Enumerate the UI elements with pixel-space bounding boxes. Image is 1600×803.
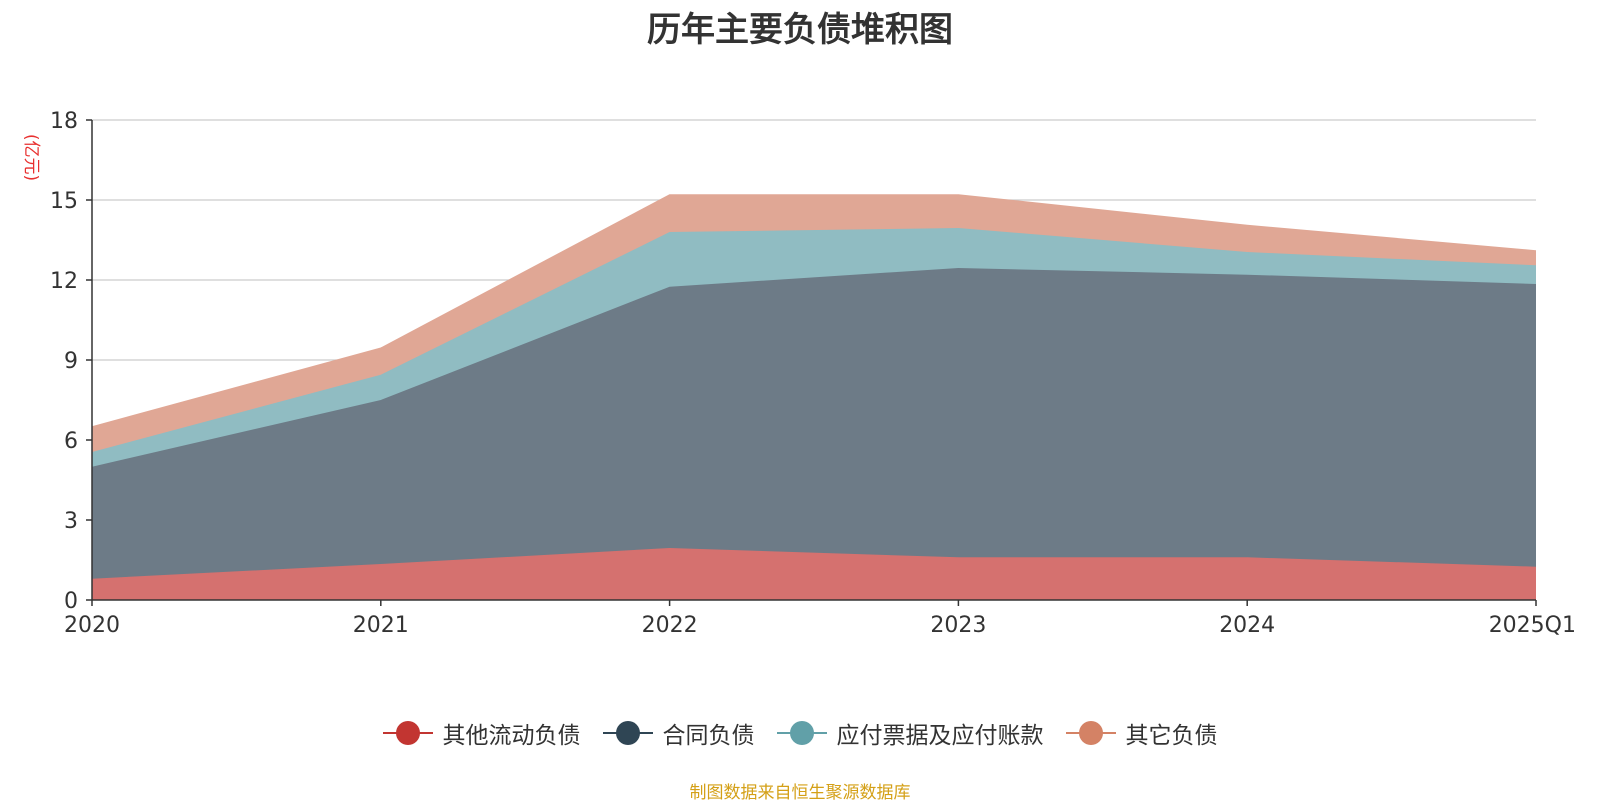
legend-marker-icon xyxy=(1065,721,1116,745)
axis-layer: 0 3 6 9 12 15 18 2020 2021 2022 2023 2024 2025Q1 xyxy=(50,109,1576,638)
legend-marker-icon xyxy=(602,721,653,745)
source-note: 制图数据来自恒生聚源数据库 xyxy=(689,783,911,803)
x-tick-label-2: 2022 xyxy=(642,613,698,638)
y-tick-label-6: 18 xyxy=(50,109,78,134)
legend-item-2[interactable]: 应付票据及应付账款 xyxy=(776,716,1044,750)
area-series-2 xyxy=(92,228,1536,467)
legend-label: 其它负债 xyxy=(1125,723,1218,749)
x-tick-label-4: 2024 xyxy=(1219,613,1275,638)
legend-label: 合同负债 xyxy=(662,723,755,749)
stacked-area-chart: 0 3 6 9 12 15 18 2020 2021 2022 2023 2024 2025Q1 xyxy=(50,109,1576,638)
y-tick-label-1: 3 xyxy=(64,509,78,534)
area-series-1 xyxy=(92,268,1536,579)
legend-marker-icon xyxy=(776,721,827,745)
x-tick-label-0: 2020 xyxy=(64,613,120,638)
legend: 其他流动负债 合同负债 应付票据及应付账款 其它负债 xyxy=(0,716,1600,750)
legend-item-3[interactable]: 其它负债 xyxy=(1065,716,1218,750)
legend-item-1[interactable]: 合同负债 xyxy=(602,716,755,750)
legend-item-0[interactable]: 其他流动负债 xyxy=(382,716,581,750)
area-layer xyxy=(91,194,1537,600)
x-tick-label-3: 2023 xyxy=(930,613,986,638)
y-tick-label-0: 0 xyxy=(64,589,78,614)
y-tick-label-5: 15 xyxy=(50,189,78,214)
x-tick-label-5: 2025Q1 xyxy=(1489,613,1576,638)
area-edge-series-3 xyxy=(91,194,1537,428)
y-tick-label-2: 6 xyxy=(64,429,78,454)
area-series-0 xyxy=(92,548,1536,600)
legend-label: 其他流动负债 xyxy=(442,723,581,749)
chart-title: 历年主要负债堆积图 xyxy=(647,10,953,50)
x-tick-label-1: 2021 xyxy=(353,613,409,638)
legend-marker-icon xyxy=(382,721,433,745)
y-tick-label-4: 12 xyxy=(50,269,78,294)
legend-label: 应付票据及应付账款 xyxy=(836,723,1044,749)
y-tick-label-3: 9 xyxy=(64,349,78,374)
